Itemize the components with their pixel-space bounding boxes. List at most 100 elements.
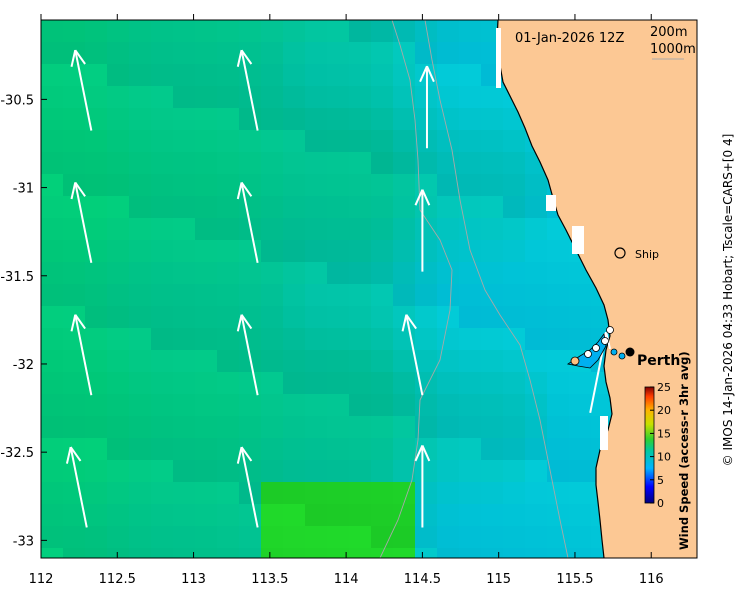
field-cell <box>327 526 350 549</box>
field-cell <box>393 174 416 197</box>
field-cell <box>261 372 284 395</box>
field-cell <box>151 196 174 219</box>
field-cell <box>437 328 460 351</box>
field-cell <box>547 262 570 285</box>
field-cell <box>437 548 460 558</box>
field-cell <box>173 460 196 483</box>
field-cell <box>393 438 416 461</box>
field-cell <box>41 482 64 505</box>
field-cell <box>41 20 64 43</box>
field-cell <box>41 394 64 417</box>
field-cell <box>151 174 174 197</box>
field-cell <box>217 130 240 153</box>
field-cell <box>283 548 306 558</box>
field-cell <box>371 394 394 417</box>
field-cell <box>195 86 218 109</box>
field-cell <box>437 394 460 417</box>
field-cell <box>129 130 152 153</box>
field-cell <box>63 416 86 439</box>
field-cell <box>305 108 328 131</box>
field-cell <box>459 152 482 175</box>
field-cell <box>151 218 174 241</box>
field-cell <box>107 262 130 285</box>
field-cell <box>173 394 196 417</box>
field-cell <box>503 174 526 197</box>
field-cell <box>217 460 240 483</box>
field-cell <box>41 108 64 131</box>
field-cell <box>415 548 438 558</box>
field-cell <box>283 372 306 395</box>
field-cell <box>195 372 218 395</box>
y-tick-label: -30.5 <box>0 93 34 108</box>
field-cell <box>151 42 174 65</box>
field-cell <box>239 262 262 285</box>
field-cell <box>239 240 262 263</box>
field-cell <box>195 416 218 439</box>
field-cell <box>261 240 284 263</box>
field-cell <box>481 460 504 483</box>
field-cell <box>239 196 262 219</box>
field-cell <box>547 350 570 373</box>
field-cell <box>547 438 570 461</box>
field-cell <box>437 218 460 241</box>
field-cell <box>349 64 372 87</box>
field-cell <box>349 438 372 461</box>
field-cell <box>459 504 482 527</box>
field-cell <box>481 328 504 351</box>
field-cell <box>525 218 548 241</box>
field-cell <box>459 482 482 505</box>
field-cell <box>107 504 130 527</box>
field-cell <box>173 130 196 153</box>
field-cell <box>503 240 526 263</box>
field-cell <box>107 416 130 439</box>
field-cell <box>459 174 482 197</box>
field-cell <box>525 438 548 461</box>
field-cell <box>569 460 592 483</box>
field-cell <box>129 504 152 527</box>
field-cell <box>393 372 416 395</box>
field-cell <box>173 20 196 43</box>
field-cell <box>415 394 438 417</box>
field-cell <box>459 548 482 558</box>
field-cell <box>415 20 438 43</box>
field-cell <box>63 20 86 43</box>
field-cell <box>151 108 174 131</box>
field-cell <box>129 152 152 175</box>
field-cell <box>261 548 284 558</box>
field-cell <box>437 284 460 307</box>
field-cell <box>151 460 174 483</box>
field-cell <box>129 328 152 351</box>
wind-vectors <box>65 49 612 528</box>
field-cell <box>481 86 504 109</box>
field-cell <box>195 328 218 351</box>
field-cell <box>393 482 416 505</box>
field-cell <box>173 526 196 549</box>
plot-frame <box>40 19 698 559</box>
field-cell <box>305 20 328 43</box>
field-cell <box>151 394 174 417</box>
coastline <box>496 20 613 558</box>
field-cell <box>569 438 592 461</box>
field-cell <box>459 262 482 285</box>
x-tick-label: 112.5 <box>99 572 136 587</box>
field-cell <box>481 416 504 439</box>
field-cell <box>63 108 86 131</box>
field-cell <box>481 504 504 527</box>
field-cell <box>173 174 196 197</box>
field-cell <box>415 284 438 307</box>
field-cell <box>459 20 482 43</box>
field-cell <box>393 20 416 43</box>
field-cell <box>173 42 196 65</box>
field-cell <box>283 130 306 153</box>
field-cell <box>481 262 504 285</box>
field-cell <box>85 306 108 329</box>
field-cell <box>371 482 394 505</box>
field-cell <box>85 504 108 527</box>
field-cell <box>371 42 394 65</box>
field-cell <box>305 152 328 175</box>
field-cell <box>129 526 152 549</box>
field-cell <box>371 240 394 263</box>
field-cell <box>41 86 64 109</box>
field-cell <box>569 526 592 549</box>
field-cell <box>283 174 306 197</box>
